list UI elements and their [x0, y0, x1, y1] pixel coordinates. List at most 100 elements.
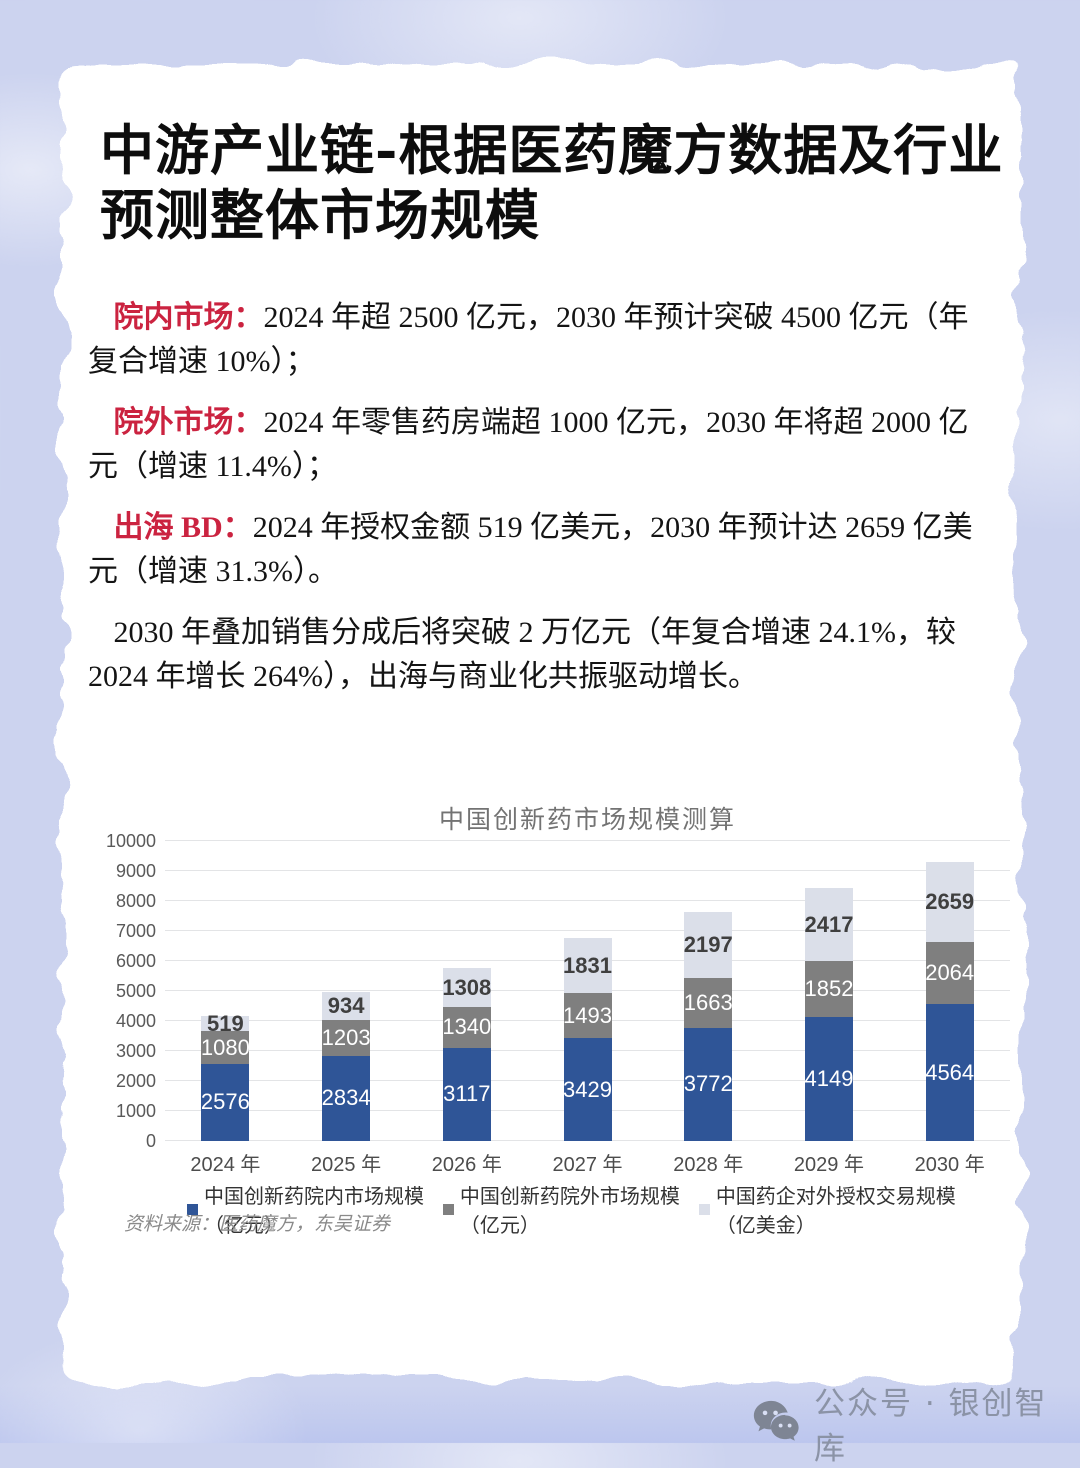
torn-paper-background — [62, 64, 1018, 1380]
bar-value-label: 2417 — [804, 911, 854, 937]
stacked-bar-chart: 中国创新药市场规模测算 0 1000 2000 3000 4000 5000 6000 700… — [106, 788, 1038, 1240]
bar-value-label: 1203 — [321, 1024, 371, 1050]
bar-segment: 1340 — [442, 1007, 492, 1048]
wechat-icon — [752, 1399, 802, 1448]
y-axis-tick: 0 — [145, 1131, 156, 1151]
paragraph-outhospital: 院外市场：2024 年零售药房端超 1000 亿元，2030 年将超 2000 … — [88, 401, 993, 489]
chart-title: 中国创新药市场规模测算 — [438, 807, 736, 834]
bar-segment: 1308 — [442, 968, 492, 1008]
bar-segment: 2417 — [804, 888, 854, 961]
summary-paragraphs: 院内市场：2024 年超 2500 亿元，2030 年预计突破 4500 亿元（… — [88, 296, 993, 716]
legend-swatch — [698, 1203, 710, 1215]
bar-column: 3772 1663 2197 — [648, 841, 769, 1141]
paragraph-text: 2024 年零售药房端超 1000 亿元，2030 年将超 2000 亿元（增速… — [88, 406, 969, 483]
bar-value-label: 1340 — [442, 1014, 492, 1040]
bar-segment: 2834 — [322, 1055, 371, 1141]
bar-column: 4149 1852 2417 — [769, 841, 890, 1141]
bar-segment: 4149 — [804, 1016, 853, 1141]
paragraph-text: 2024 年超 2500 亿元，2030 年预计突破 4500 亿元（年复合增速… — [88, 301, 969, 378]
bar-stack-2028年: 3772 1663 2197 — [683, 912, 733, 1141]
bar-segment: 2064 — [925, 942, 975, 1005]
legend-swatch — [187, 1203, 198, 1215]
legend-item: 中国药企对外授权交易规模（亿美金） — [698, 1180, 987, 1238]
bar-segment: 2659 — [925, 862, 974, 943]
bar-value-label: 1831 — [563, 952, 612, 978]
bar-segment: 3117 — [442, 1047, 491, 1141]
legend-item: 中国创新药院外市场规模（亿元） — [442, 1180, 699, 1238]
bar-value-label: 4564 — [925, 1059, 975, 1085]
y-axis-tick: 3000 — [115, 1041, 156, 1061]
bar-value-label: 934 — [327, 992, 365, 1018]
gridline — [165, 870, 1010, 871]
y-axis-tick: 10000 — [105, 831, 156, 851]
y-axis-tick: 4000 — [115, 1011, 156, 1031]
y-axis-tick: 9000 — [115, 861, 156, 881]
bar-stack-2030年: 4564 2064 2659 — [925, 862, 975, 1141]
bar-value-label: 1080 — [200, 1034, 250, 1060]
y-axis-tick: 6000 — [115, 951, 156, 971]
legend-label: 中国药企对外授权交易规模（亿美金） — [715, 1186, 956, 1237]
bar-segment: 3429 — [563, 1038, 612, 1141]
y-axis-tick: 8000 — [115, 891, 156, 911]
chart-plot-area: 2576 1080 519 2834 1203 934 3117 1340 1308 3429 14… — [165, 840, 1010, 1141]
y-axis-tick: 5000 — [115, 981, 156, 1001]
y-axis-tick: 2000 — [115, 1071, 156, 1091]
bar-segment: 1663 — [683, 977, 733, 1028]
bar-column: 4564 2064 2659 — [889, 841, 1010, 1141]
paragraph-summary: 2030 年叠加销售分成后将突破 2 万亿元（年复合增速 24.1%，较 202… — [88, 611, 993, 699]
bar-segment: 934 — [322, 991, 371, 1020]
x-axis-label: 2029 年 — [793, 1154, 864, 1176]
bar-value-label: 2576 — [200, 1089, 250, 1115]
paragraph-label: 院外市场： — [113, 406, 264, 439]
gridline — [165, 930, 1010, 931]
x-axis-label: 2026 年 — [431, 1154, 502, 1176]
bar-stack-2027年: 3429 1493 1831 — [563, 938, 612, 1141]
watermark-text: 公众号 · 银创智库 — [814, 1386, 1048, 1467]
x-axis-label: 2028 年 — [673, 1154, 744, 1176]
bar-column: 2834 1203 934 — [286, 841, 407, 1141]
bar-stack-2026年: 3117 1340 1308 — [442, 968, 492, 1141]
y-axis: 0 1000 2000 3000 4000 5000 6000 7000 8000 9000 100… — [106, 831, 156, 1151]
watermark: 公众号 · 银创智库 — [752, 1378, 1080, 1468]
bar-column: 2576 1080 519 — [165, 841, 286, 1141]
bar-segment: 1493 — [563, 993, 612, 1039]
paragraph-bd: 出海 BD：2024 年授权金额 519 亿美元，2030 年预计达 2659 … — [88, 506, 993, 594]
x-axis-label: 2030 年 — [914, 1154, 985, 1176]
y-axis-tick: 7000 — [115, 921, 156, 941]
bar-value-label: 1852 — [804, 975, 854, 1001]
bar-segment: 1080 — [200, 1031, 250, 1064]
x-axis: 2024 年 2025 年 2026 年 2027 年 2028 年 2029 年 2030… — [165, 1148, 1010, 1177]
x-axis-label: 2024 年 — [190, 1154, 261, 1176]
paragraph-inhospital: 院内市场：2024 年超 2500 亿元，2030 年预计突破 4500 亿元（… — [88, 296, 993, 384]
paragraph-text: 2030 年叠加销售分成后将突破 2 万亿元（年复合增速 24.1%，较 202… — [88, 616, 956, 693]
x-axis-label: 2025 年 — [311, 1154, 382, 1176]
bar-segment: 2576 — [200, 1063, 250, 1141]
bar-value-label: 3772 — [683, 1071, 733, 1097]
bar-segment: 4564 — [925, 1004, 975, 1141]
x-axis-label: 2027 年 — [552, 1154, 623, 1176]
gridline — [165, 900, 1010, 901]
bar-value-label: 1663 — [683, 989, 733, 1015]
chart-legend: 中国创新药院内市场规模（亿元） 中国创新药院外市场规模（亿元） 中国药企对外授权交易… — [187, 1180, 987, 1238]
y-axis-tick: 1000 — [115, 1101, 156, 1121]
gridline — [165, 840, 1010, 841]
paragraph-label: 出海 BD： — [113, 511, 253, 544]
bar-value-label: 2197 — [683, 932, 733, 958]
bar-value-label: 1308 — [442, 974, 492, 1000]
bar-value-label: 1493 — [563, 1002, 612, 1028]
bar-value-label: 2064 — [925, 960, 975, 986]
bar-segment: 1203 — [321, 1019, 371, 1056]
bar-segment: 1852 — [804, 960, 854, 1017]
bar-value-label: 3429 — [563, 1076, 612, 1102]
bar-stack-2025年: 2834 1203 934 — [321, 991, 371, 1141]
bar-value-label: 3117 — [443, 1081, 491, 1107]
bar-segment: 1831 — [563, 938, 612, 994]
legend-swatch — [442, 1203, 454, 1215]
bar-stack-2024年: 2576 1080 519 — [200, 1011, 250, 1141]
paragraph-label: 院内市场： — [113, 301, 264, 334]
bar-segment: 2197 — [683, 912, 733, 978]
source-note: 资料来源：医药魔方，东吴证券 — [124, 1214, 391, 1235]
bar-segment: 3772 — [683, 1027, 733, 1141]
bar-segment: 519 — [201, 1011, 250, 1036]
